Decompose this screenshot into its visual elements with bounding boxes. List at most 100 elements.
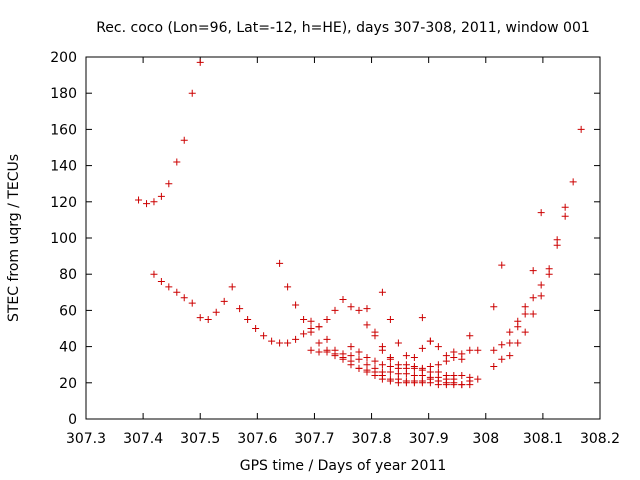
data-point xyxy=(347,361,355,369)
data-point xyxy=(506,352,514,360)
data-point xyxy=(378,343,386,351)
data-point xyxy=(355,364,363,372)
data-point xyxy=(466,346,474,354)
data-point xyxy=(514,323,522,331)
data-point xyxy=(490,363,498,371)
data-point xyxy=(474,346,482,354)
data-point xyxy=(402,361,410,369)
data-point xyxy=(458,381,466,389)
data-point xyxy=(363,321,371,329)
data-point xyxy=(292,335,300,343)
data-point xyxy=(394,379,402,387)
data-point xyxy=(553,241,561,249)
data-point xyxy=(135,196,143,204)
data-point xyxy=(498,355,506,363)
data-point xyxy=(490,346,498,354)
data-point xyxy=(331,346,339,354)
data-point xyxy=(363,368,371,376)
y-tick-label: 80 xyxy=(59,267,77,283)
data-point xyxy=(143,200,151,208)
y-axis-label: STEC from uqrg / TECUs xyxy=(6,154,22,322)
data-point xyxy=(378,361,386,369)
data-point xyxy=(150,198,158,206)
data-point xyxy=(434,368,442,376)
data-point xyxy=(173,288,181,296)
data-point xyxy=(371,357,379,365)
y-tick-label: 20 xyxy=(59,376,77,392)
data-point xyxy=(300,315,308,323)
data-point xyxy=(188,299,196,307)
data-point xyxy=(410,372,418,380)
data-point xyxy=(418,314,426,322)
data-point xyxy=(165,180,173,188)
data-point xyxy=(521,328,529,336)
data-point xyxy=(371,372,379,380)
data-point xyxy=(363,361,371,369)
data-point xyxy=(188,89,196,97)
data-point xyxy=(371,328,379,336)
data-point xyxy=(165,283,173,291)
data-point xyxy=(300,330,308,338)
data-point xyxy=(537,281,545,289)
data-point xyxy=(569,178,577,186)
data-point xyxy=(268,337,276,345)
data-point xyxy=(386,377,394,385)
data-point xyxy=(561,212,569,220)
data-point xyxy=(347,303,355,311)
data-point xyxy=(458,372,466,380)
data-point xyxy=(529,267,537,275)
y-tick-labels: 0 20 40 60 80 100 120 140 160 180 200 xyxy=(50,50,77,428)
data-point xyxy=(355,348,363,356)
data-point xyxy=(466,332,474,340)
data-point xyxy=(426,363,434,371)
data-point xyxy=(450,348,458,356)
data-point xyxy=(434,361,442,369)
data-point xyxy=(371,364,379,372)
x-tick-labels: 307.3 307.4 307.5 307.6 307.7 307.8 307.9 308 30… xyxy=(66,431,620,447)
data-point xyxy=(260,332,268,340)
data-point xyxy=(315,323,323,331)
data-point xyxy=(378,368,386,376)
data-point xyxy=(394,361,402,369)
data-point xyxy=(458,355,466,363)
data-point xyxy=(355,306,363,314)
x-tick-label: 307.7 xyxy=(294,431,334,447)
data-point xyxy=(490,303,498,311)
data-point xyxy=(157,277,165,285)
data-point xyxy=(180,294,188,302)
x-tick-label: 307.9 xyxy=(409,431,449,447)
data-point xyxy=(212,308,220,316)
data-point xyxy=(252,325,260,332)
data-point xyxy=(426,337,434,345)
data-point xyxy=(529,294,537,302)
data-point xyxy=(521,303,529,311)
data-point xyxy=(442,352,450,360)
data-point xyxy=(363,305,371,313)
y-tick-label: 160 xyxy=(50,122,77,138)
data-point xyxy=(331,306,339,314)
x-axis-label: GPS time / Days of year 2011 xyxy=(240,458,447,474)
data-point xyxy=(386,363,394,371)
data-point xyxy=(474,375,482,383)
data-point xyxy=(378,375,386,383)
data-point xyxy=(402,379,410,387)
data-point xyxy=(450,372,458,380)
data-point xyxy=(244,315,252,323)
data-point xyxy=(150,270,158,278)
x-tick-label: 307.4 xyxy=(123,431,163,447)
data-point xyxy=(323,346,331,354)
y-tick-label: 140 xyxy=(50,159,77,175)
data-point xyxy=(196,58,204,66)
data-point xyxy=(284,283,292,291)
data-point xyxy=(386,353,394,361)
data-point xyxy=(498,341,506,349)
data-point xyxy=(323,315,331,323)
data-point xyxy=(410,363,418,371)
data-point xyxy=(347,352,355,360)
data-point xyxy=(363,353,371,361)
x-tick-label: 308.2 xyxy=(580,431,620,447)
x-tick-label: 307.6 xyxy=(237,431,277,447)
x-tick-label: 308.1 xyxy=(523,431,563,447)
data-point xyxy=(394,339,402,347)
data-point xyxy=(466,373,474,381)
